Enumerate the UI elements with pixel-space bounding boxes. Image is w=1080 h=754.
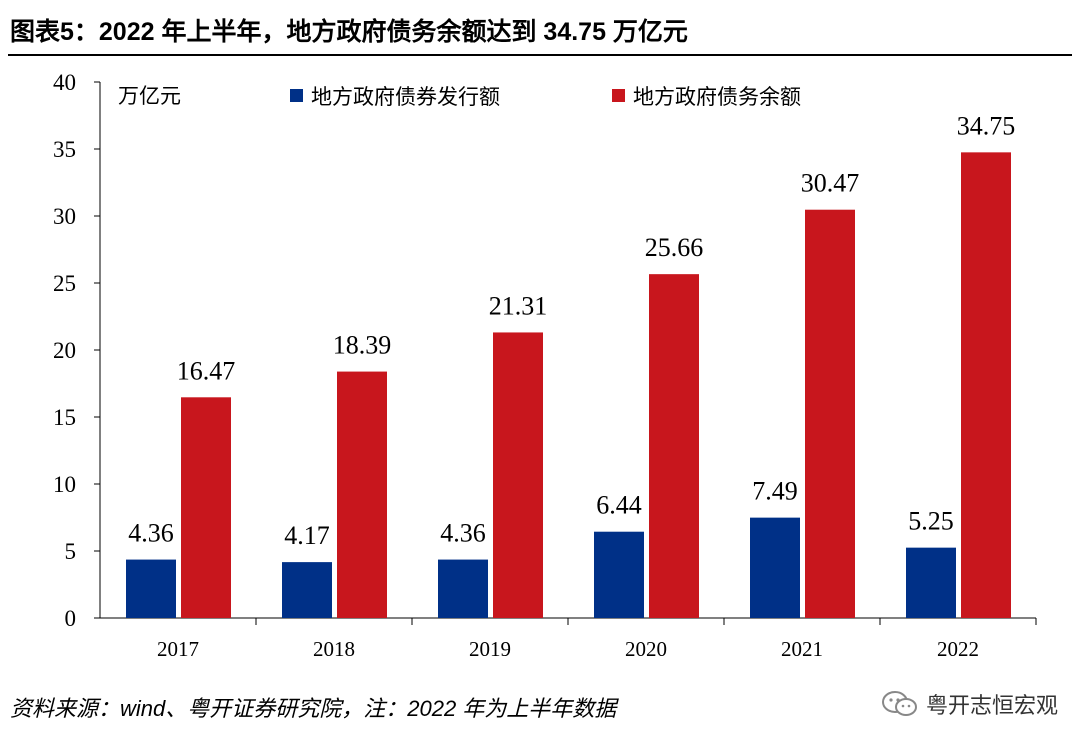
bar-value-label: 5.25 — [908, 507, 954, 536]
bar-value-label: 7.49 — [752, 477, 798, 506]
bar-chart: 0 5 10 15 20 25 30 35 40 万亿元 2017 2018 2019 2020 2021 2… — [53, 70, 1037, 661]
issuance-bar — [126, 559, 176, 618]
x-tick-label: 2018 — [313, 637, 355, 661]
y-tick-label: 20 — [53, 338, 76, 363]
y-tick-label: 0 — [65, 606, 77, 631]
balance-bar — [337, 371, 387, 618]
unit-label: 万亿元 — [118, 84, 181, 108]
issuance-bar — [438, 559, 488, 618]
source-note: 资料来源：wind、粤开证券研究院，注：2022 年为上半年数据 — [10, 696, 617, 721]
issuance-bar — [594, 531, 644, 618]
watermark: 粤开志恒宏观 — [880, 688, 1058, 720]
legend-label: 地方政府债务余额 — [633, 85, 801, 109]
issuance-bar — [906, 547, 956, 618]
x-tick-label: 2021 — [781, 637, 823, 661]
legend-label: 地方政府债券发行额 — [311, 85, 500, 109]
bar-value-label: 4.17 — [284, 521, 330, 550]
x-tick-label: 2017 — [157, 637, 199, 661]
y-tick-label: 30 — [53, 204, 76, 229]
issuance-bar — [282, 562, 332, 618]
title-divider — [8, 54, 1072, 56]
y-tick-label: 25 — [53, 271, 76, 296]
balance-bar — [181, 397, 231, 618]
legend-swatch — [290, 89, 303, 102]
watermark-label: 粤开志恒宏观 — [925, 694, 1058, 719]
x-tick-label: 2019 — [469, 637, 511, 661]
chart-title: 图表5：2022 年上半年，地方政府债务余额达到 34.75 万亿元 — [10, 18, 688, 46]
bar-value-label: 21.31 — [489, 291, 548, 320]
y-tick-label: 40 — [53, 70, 76, 95]
balance-bar — [961, 152, 1011, 618]
balance-bar — [649, 274, 699, 618]
y-tick-label: 15 — [53, 405, 76, 430]
wechat-icon — [881, 691, 917, 716]
y-tick-label: 35 — [53, 137, 76, 162]
issuance-bar — [750, 517, 800, 618]
bar-value-label: 6.44 — [596, 491, 642, 520]
x-tick-label: 2022 — [937, 637, 979, 661]
bar-value-label: 30.47 — [801, 169, 860, 198]
bar-value-label: 16.47 — [177, 356, 236, 385]
balance-bar — [805, 209, 855, 618]
bar-value-label: 34.75 — [957, 111, 1016, 140]
x-tick-label: 2020 — [625, 637, 667, 661]
y-tick-label: 5 — [65, 539, 77, 564]
y-tick-label: 10 — [53, 472, 76, 497]
bar-value-label: 4.36 — [128, 519, 174, 548]
legend-swatch — [612, 89, 625, 102]
balance-bar — [493, 332, 543, 618]
bar-value-label: 4.36 — [440, 519, 486, 548]
bar-value-label: 18.39 — [333, 331, 392, 360]
bar-value-label: 25.66 — [645, 233, 704, 262]
